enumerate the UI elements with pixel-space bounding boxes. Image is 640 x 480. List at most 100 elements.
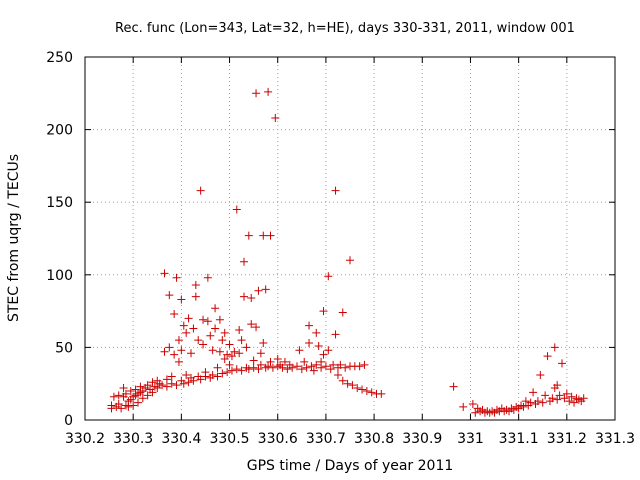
data-point xyxy=(295,346,304,355)
data-point xyxy=(259,339,268,348)
data-point xyxy=(199,340,208,349)
x-tick-label: 330.6 xyxy=(258,431,298,447)
data-point xyxy=(300,357,309,366)
plot-frame xyxy=(84,56,616,421)
data-point xyxy=(329,360,338,369)
data-point xyxy=(206,331,215,340)
data-point xyxy=(358,385,367,394)
data-point xyxy=(196,375,205,384)
data-point xyxy=(288,363,297,372)
data-point xyxy=(333,370,342,379)
data-point xyxy=(259,231,268,240)
data-point xyxy=(362,386,371,395)
data-point xyxy=(213,372,222,381)
y-axis-label: STEC from uqrg / TECUs xyxy=(6,154,22,322)
x-tick-label: 330.4 xyxy=(161,431,201,447)
data-point xyxy=(268,363,277,372)
data-points xyxy=(107,87,588,417)
data-point xyxy=(172,381,181,390)
data-point xyxy=(252,89,261,98)
data-point xyxy=(538,398,547,407)
data-point xyxy=(261,285,270,294)
data-point xyxy=(240,257,248,266)
data-point xyxy=(158,381,167,390)
data-point xyxy=(170,350,179,359)
data-point xyxy=(179,379,188,388)
data-point xyxy=(244,231,253,240)
data-point xyxy=(162,375,171,384)
data-point xyxy=(565,397,574,406)
data-point xyxy=(215,347,224,356)
data-point xyxy=(271,113,280,122)
data-point xyxy=(213,363,222,372)
data-point xyxy=(256,360,265,369)
data-point xyxy=(321,362,330,371)
data-point xyxy=(126,386,135,395)
data-point xyxy=(165,291,174,300)
x-tick-label: 330.3 xyxy=(113,431,153,447)
data-point xyxy=(218,336,227,345)
data-point xyxy=(189,324,198,333)
data-point xyxy=(167,372,176,381)
data-point xyxy=(312,360,321,369)
data-point xyxy=(529,388,538,397)
data-point xyxy=(182,328,191,337)
data-point xyxy=(194,336,203,345)
data-point xyxy=(189,376,198,385)
data-point xyxy=(225,340,234,349)
data-point xyxy=(355,362,364,371)
data-point xyxy=(160,269,169,278)
data-point xyxy=(134,398,142,407)
data-point xyxy=(346,256,354,265)
data-point xyxy=(553,395,562,404)
data-point xyxy=(471,408,480,417)
x-axis-label: GPS time / Days of year 2011 xyxy=(247,458,454,474)
data-point xyxy=(136,382,145,391)
data-point xyxy=(331,330,340,339)
x-tick-label: 330.5 xyxy=(209,431,249,447)
data-point xyxy=(536,370,545,379)
data-point xyxy=(208,370,217,379)
data-point xyxy=(235,325,244,334)
data-point xyxy=(326,365,335,374)
data-point xyxy=(324,272,333,281)
data-point xyxy=(341,363,350,372)
data-point xyxy=(247,320,256,329)
data-point xyxy=(533,397,542,406)
data-point xyxy=(468,400,477,409)
y-tick-label: 0 xyxy=(64,413,73,429)
data-point xyxy=(297,365,306,374)
data-point xyxy=(232,205,241,214)
data-point xyxy=(242,343,251,352)
data-point xyxy=(199,315,208,324)
y-tick-label: 250 xyxy=(46,50,73,66)
data-point xyxy=(283,365,292,374)
data-point xyxy=(237,336,246,345)
data-point xyxy=(526,398,535,407)
data-point xyxy=(174,336,183,345)
data-point xyxy=(143,391,152,400)
x-tick-label: 330.9 xyxy=(402,431,442,447)
data-point xyxy=(162,382,171,391)
data-point xyxy=(223,368,232,377)
data-point xyxy=(230,347,239,356)
data-point xyxy=(305,339,314,348)
data-point xyxy=(143,381,152,390)
x-tick-label: 330.7 xyxy=(306,431,346,447)
data-point xyxy=(280,357,289,366)
data-point xyxy=(567,392,576,401)
data-point xyxy=(220,328,229,337)
data-point xyxy=(519,402,528,411)
data-point xyxy=(215,315,224,324)
data-point xyxy=(278,363,287,372)
data-point xyxy=(579,394,588,403)
data-point xyxy=(170,310,179,319)
data-point xyxy=(553,381,562,390)
data-point xyxy=(247,294,256,303)
data-point xyxy=(319,307,328,316)
data-point xyxy=(191,280,200,289)
data-point xyxy=(160,347,169,356)
data-point xyxy=(317,357,326,366)
data-point xyxy=(264,362,273,371)
data-point xyxy=(256,349,265,358)
